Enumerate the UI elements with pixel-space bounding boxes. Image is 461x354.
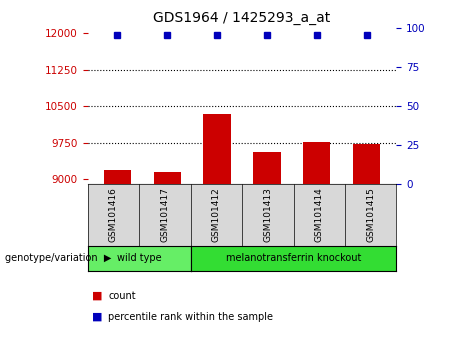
Text: genotype/variation  ▶: genotype/variation ▶ (5, 253, 111, 263)
Bar (303, 142, 331, 184)
Title: GDS1964 / 1425293_a_at: GDS1964 / 1425293_a_at (154, 11, 331, 24)
Text: ■: ■ (92, 291, 103, 301)
Bar (203, 114, 231, 184)
Bar (353, 144, 380, 184)
Text: GSM101413: GSM101413 (263, 187, 272, 242)
Text: ■: ■ (92, 312, 103, 322)
Text: count: count (108, 291, 136, 301)
Bar (154, 172, 181, 184)
Text: GSM101414: GSM101414 (315, 187, 324, 242)
Text: percentile rank within the sample: percentile rank within the sample (108, 312, 273, 322)
Text: melanotransferrin knockout: melanotransferrin knockout (226, 253, 361, 263)
Text: GSM101415: GSM101415 (366, 187, 375, 242)
Text: GSM101412: GSM101412 (212, 187, 221, 242)
Bar (104, 170, 131, 184)
Text: GSM101417: GSM101417 (160, 187, 169, 242)
Text: wild type: wild type (117, 253, 161, 263)
Text: GSM101416: GSM101416 (109, 187, 118, 242)
Bar (253, 153, 281, 184)
